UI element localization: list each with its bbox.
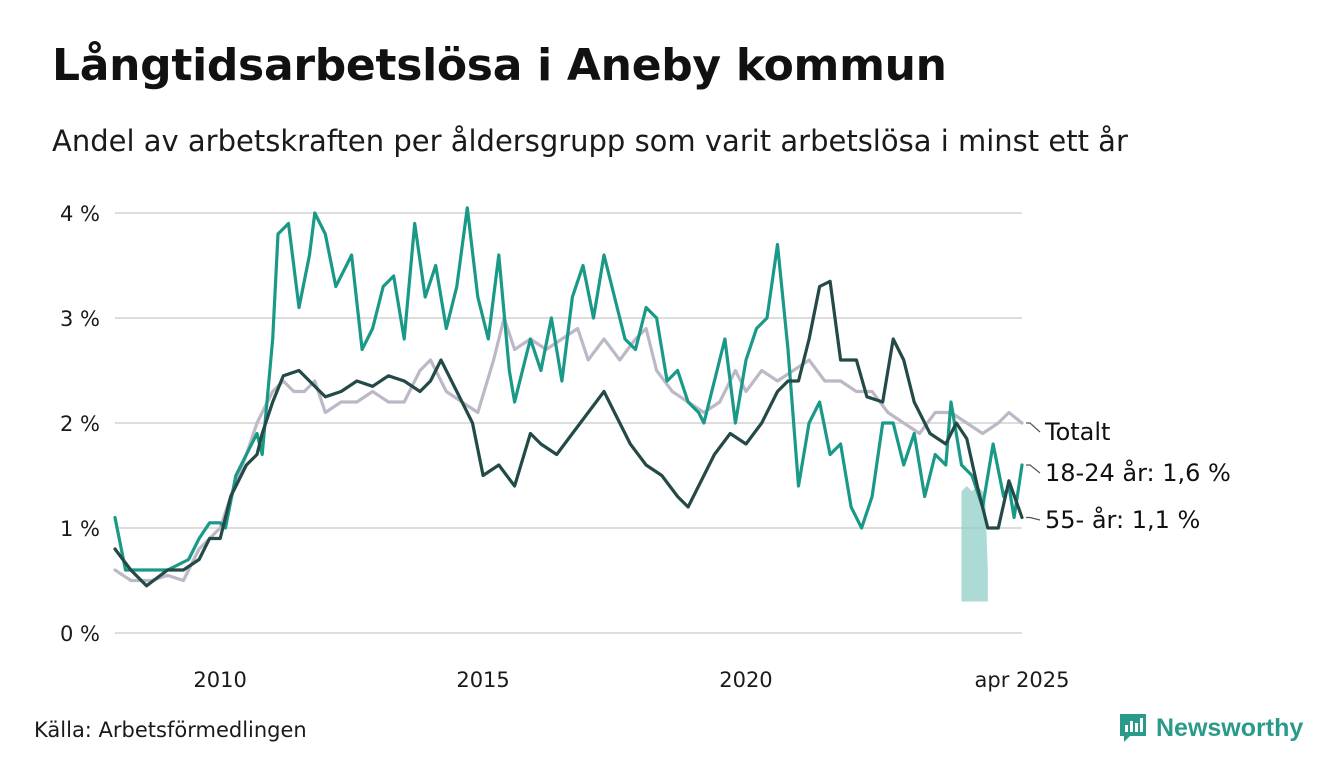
series-line-totalt bbox=[113, 316, 1024, 583]
label-leader-line bbox=[1026, 422, 1041, 433]
x-axis-ticks: 2010 2015 2020 apr 2025 bbox=[193, 668, 1069, 692]
y-axis-ticks: 0 % 1 % 2 % 3 % 4 % bbox=[60, 202, 100, 646]
x-tick-label: 2010 bbox=[193, 668, 246, 692]
brand-logo[interactable]: Newsworthy bbox=[1118, 712, 1303, 744]
x-tick-label: 2020 bbox=[719, 668, 772, 692]
label-leader-line bbox=[1026, 516, 1041, 521]
y-tick-label: 4 % bbox=[60, 202, 100, 226]
series-label: Totalt bbox=[1044, 418, 1110, 446]
confidence-bands bbox=[961, 486, 988, 602]
grid-lines bbox=[115, 212, 1022, 634]
chart-title: Långtidsarbetslösa i Aneby kommun bbox=[52, 40, 947, 91]
x-tick-label: apr 2025 bbox=[975, 668, 1070, 692]
confidence-band bbox=[961, 486, 988, 602]
series-line-55-r bbox=[113, 279, 1024, 588]
chart-subtitle: Andel av arbetskraften per åldersgrupp s… bbox=[52, 124, 1128, 158]
bar-chart-icon bbox=[1120, 714, 1146, 742]
x-tick-label: 2015 bbox=[456, 668, 509, 692]
y-tick-label: 0 % bbox=[60, 622, 100, 646]
series-label: 18-24 år: 1,6 % bbox=[1045, 458, 1231, 487]
series-lines bbox=[113, 206, 1024, 588]
y-tick-label: 2 % bbox=[60, 412, 100, 436]
series-label: 55- år: 1,1 % bbox=[1045, 505, 1200, 534]
series-labels: Totalt 18-24 år: 1,6 % 55- år: 1,1 % bbox=[1026, 418, 1231, 534]
y-tick-label: 3 % bbox=[60, 307, 100, 331]
label-leader-line bbox=[1026, 464, 1041, 474]
source-note: Källa: Arbetsförmedlingen bbox=[34, 718, 307, 742]
y-tick-label: 1 % bbox=[60, 517, 100, 541]
series-line-18-24-r bbox=[113, 206, 1024, 572]
brand-name: Newsworthy bbox=[1156, 713, 1304, 742]
